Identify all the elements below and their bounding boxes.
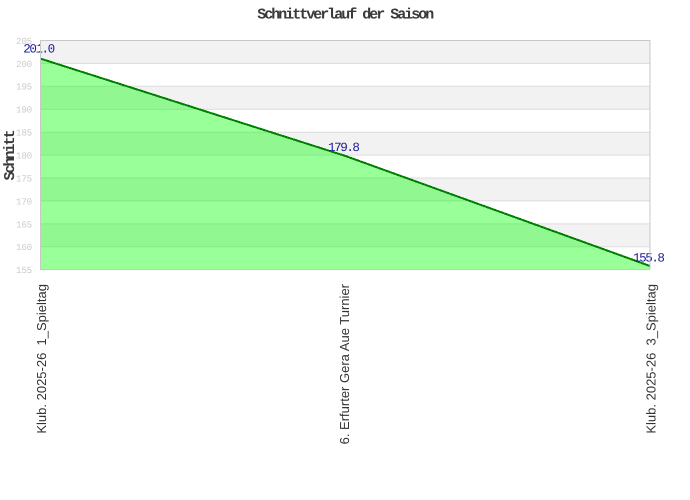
svg-text:175: 175 [16, 173, 32, 184]
svg-text:190: 190 [16, 105, 32, 116]
svg-text:155: 155 [16, 265, 32, 276]
svg-text:195: 195 [16, 82, 32, 93]
svg-text:160: 160 [16, 242, 32, 253]
svg-text:Klub. 2025-26 1_Spieltag: Klub. 2025-26 1_Spieltag [34, 284, 49, 434]
svg-text:155.8: 155.8 [633, 252, 664, 266]
svg-text:205: 205 [16, 36, 32, 47]
svg-text:6. Erfurter Gera Aue Turnier: 6. Erfurter Gera Aue Turnier [337, 283, 352, 444]
svg-text:200: 200 [16, 59, 32, 70]
svg-text:Schnitt: Schnitt [2, 130, 19, 180]
svg-text:180: 180 [16, 151, 32, 162]
svg-text:170: 170 [16, 196, 32, 207]
svg-text:165: 165 [16, 219, 32, 230]
svg-text:185: 185 [16, 128, 32, 139]
svg-text:Klub. 2025-26 3_Spieltag: Klub. 2025-26 3_Spieltag [643, 284, 658, 434]
svg-text:Schnittverlauf der Saison: Schnittverlauf der Saison [257, 7, 434, 24]
svg-text:179.8: 179.8 [328, 141, 359, 155]
